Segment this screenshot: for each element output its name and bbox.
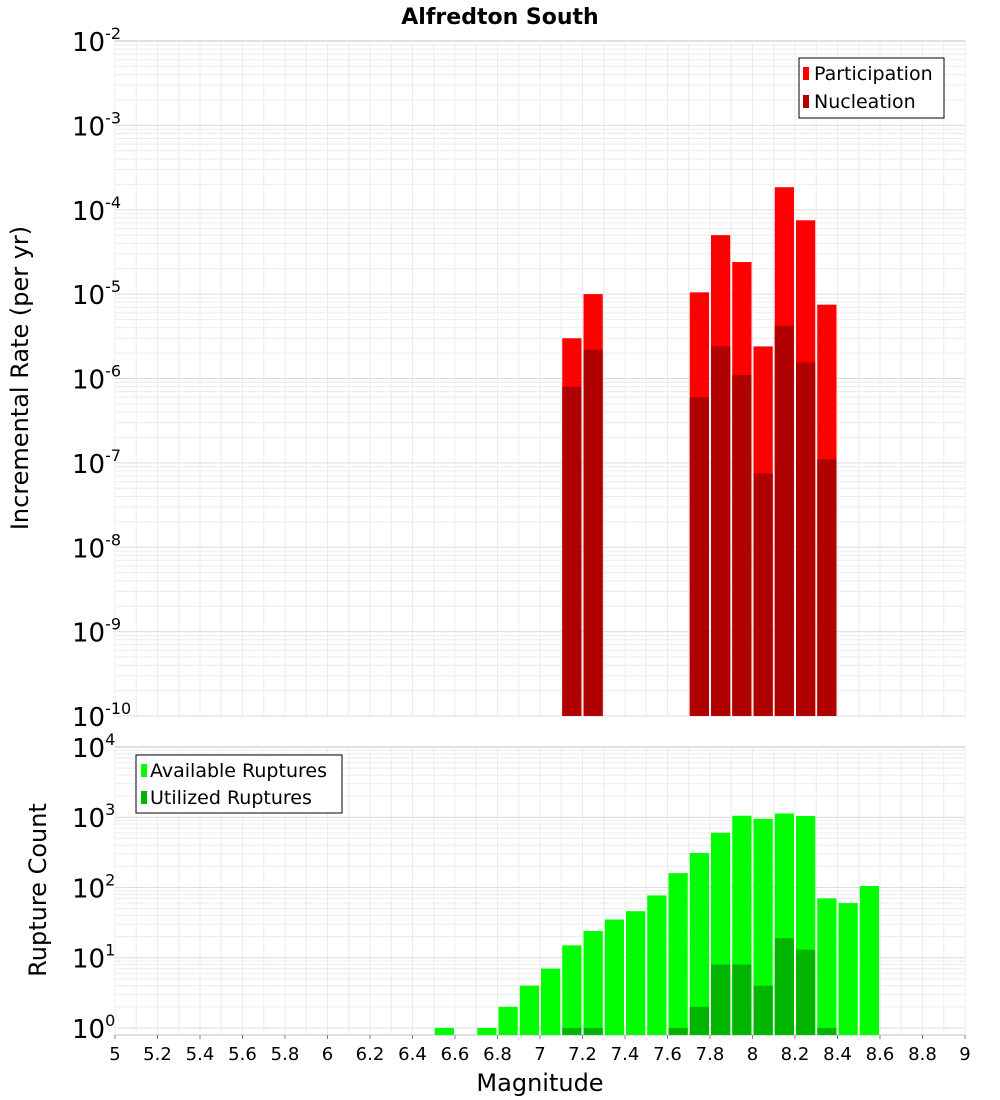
x-tick-label: 7.8: [696, 1044, 725, 1065]
count-bar-utilized-ruptures: [732, 964, 752, 1035]
legend-label-participation: Participation: [814, 63, 933, 85]
rate-y-tick-label: 10-6: [72, 362, 121, 396]
x-axis-title: Magnitude: [476, 1069, 603, 1097]
x-tick-label: 7.2: [568, 1044, 597, 1065]
rate-bar-nucleation: [711, 346, 731, 716]
x-tick-label: 8.8: [908, 1044, 937, 1065]
rate-bars: [562, 187, 837, 717]
count-bar-available-ruptures: [519, 985, 539, 1035]
x-tick-label: 5.2: [143, 1044, 172, 1065]
chart-title: Alfredton South: [401, 5, 598, 30]
count-bar-available-ruptures: [689, 852, 709, 1035]
count-bar-available-ruptures: [838, 903, 858, 1035]
count-y-tick-label: 100: [72, 1011, 115, 1045]
rate-bar-nucleation: [774, 325, 794, 716]
x-tick-label: 6.4: [398, 1044, 427, 1065]
rate-y-tick-label: 10-9: [72, 615, 121, 649]
count-bar-available-ruptures: [859, 885, 879, 1035]
x-tick-label: 8: [747, 1044, 758, 1065]
rate-legend-box: [798, 57, 945, 119]
count-y-tick-label: 101: [72, 941, 115, 975]
x-tick-label: 6.6: [441, 1044, 470, 1065]
x-tick-label: 7.4: [611, 1044, 640, 1065]
count-bar-utilized-ruptures: [689, 1006, 709, 1035]
x-tick-label: 6: [322, 1044, 333, 1065]
count-bar-available-ruptures: [626, 911, 646, 1035]
count-legend: Available Ruptures Utilized Ruptures: [135, 754, 343, 814]
legend-label-nucleation: Nucleation: [814, 91, 916, 113]
x-tick-label: 9: [959, 1044, 970, 1065]
rate-bar-nucleation: [562, 386, 582, 716]
count-bar-available-ruptures: [817, 898, 837, 1035]
x-tick-label: 5.8: [271, 1044, 300, 1065]
x-tick-label: 7: [534, 1044, 545, 1065]
x-ticks: 5 5.2 5.4 5.6 5.8 6 6.2 6.4 6.6 6.8 7 7.2 7.4 7.6 7.8 8…: [109, 1035, 971, 1065]
rate-bar-nucleation: [753, 473, 773, 716]
rate-y-tick-label: 10-4: [72, 193, 121, 227]
rate-y-tick-label: 10-10: [72, 699, 131, 733]
legend-swatch-participation: [803, 67, 809, 80]
count-bar-available-ruptures: [541, 968, 561, 1035]
rate-y-tick-label: 10-3: [72, 108, 121, 142]
legend-swatch-available: [141, 764, 147, 777]
legend-swatch-nucleation: [803, 95, 809, 108]
x-tick-label: 8.6: [866, 1044, 895, 1065]
legend-label-utilized: Utilized Ruptures: [150, 787, 312, 809]
rate-bar-nucleation: [817, 459, 837, 716]
rate-y-tick-label: 10-8: [72, 530, 121, 564]
legend-swatch-utilized: [141, 791, 147, 804]
count-bar-utilized-ruptures: [711, 964, 731, 1035]
count-bar-available-ruptures: [477, 1027, 497, 1035]
legend-label-available: Available Ruptures: [150, 760, 327, 782]
x-tick-label: 5.6: [228, 1044, 257, 1065]
count-bar-available-ruptures: [562, 945, 582, 1035]
count-bar-available-ruptures: [583, 931, 603, 1035]
count-bar-utilized-ruptures: [753, 985, 773, 1035]
rate-y-tick-label: 10-5: [72, 277, 121, 311]
count-legend-box: [135, 754, 343, 814]
count-bar-available-ruptures: [434, 1027, 454, 1035]
x-tick-label: 6.2: [356, 1044, 385, 1065]
count-bar-available-ruptures: [498, 1006, 518, 1035]
count-bars: [434, 813, 879, 1035]
x-tick-label: 7.6: [653, 1044, 682, 1065]
rate-bar-nucleation: [732, 375, 752, 716]
x-tick-label: 8.2: [781, 1044, 810, 1065]
x-tick-label: 6.8: [483, 1044, 512, 1065]
count-bar-available-ruptures: [604, 919, 624, 1035]
x-tick-label: 5.4: [186, 1044, 215, 1065]
count-bar-utilized-ruptures: [774, 938, 794, 1035]
x-tick-label: 8.4: [823, 1044, 852, 1065]
count-bar-available-ruptures: [753, 818, 773, 1035]
count-y-tick-label: 103: [72, 800, 115, 834]
count-y-tick-label: 104: [72, 730, 115, 764]
rate-y-axis-title: Incremental Rate (per yr): [6, 226, 34, 530]
rate-panel: 10-10 10-9 10-8 10-7 10-6 10-5 10-4 10-3 10-2 In…: [6, 24, 966, 733]
count-bar-utilized-ruptures: [668, 1027, 688, 1035]
rate-legend: Participation Nucleation: [798, 57, 945, 119]
rate-bar-nucleation: [583, 349, 603, 716]
count-bar-utilized-ruptures: [583, 1027, 603, 1035]
rate-gridlines: [114, 41, 966, 717]
count-y-ticks: 100 101 102 103 104: [72, 730, 115, 1045]
x-tick-label: 5: [109, 1044, 120, 1065]
count-bar-utilized-ruptures: [817, 1027, 837, 1035]
rate-y-tick-label: 10-7: [72, 446, 121, 480]
rate-bar-nucleation: [689, 397, 709, 716]
count-bar-utilized-ruptures: [796, 949, 816, 1035]
rate-y-tick-label: 10-2: [72, 24, 121, 58]
count-y-tick-label: 102: [72, 870, 115, 904]
rate-bar-nucleation: [796, 362, 816, 716]
count-bar-available-ruptures: [647, 895, 667, 1035]
count-panel: 100 101 102 103 104 5 5.2 5.4 5.6 5.8 6 6.2 6.4 6.6 6…: [24, 730, 971, 1097]
count-y-axis-title: Rupture Count: [24, 803, 52, 977]
count-bar-utilized-ruptures: [562, 1027, 582, 1035]
count-bar-available-ruptures: [668, 873, 688, 1035]
